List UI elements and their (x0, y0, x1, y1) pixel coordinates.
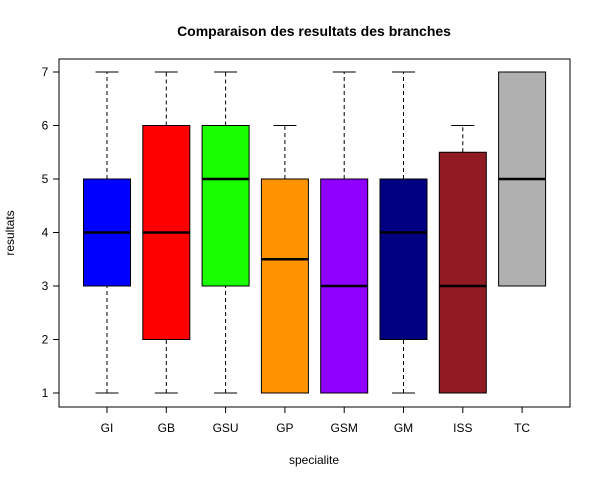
y-tick-label: 1 (42, 386, 49, 400)
box-gm (379, 71, 428, 394)
box-gp (260, 125, 309, 394)
box-gsm (320, 71, 369, 394)
y-tick-label: 7 (42, 65, 49, 79)
iqr-box (260, 178, 309, 394)
boxes-group (83, 71, 547, 394)
box-gi (83, 71, 131, 394)
x-tick-label: TC (514, 421, 530, 435)
y-axis-label: resultats (3, 210, 17, 255)
x-tick-label: GSU (213, 421, 239, 435)
iqr-box (438, 151, 487, 394)
plot-frame (58, 58, 571, 408)
iqr-box (379, 178, 428, 340)
box-gsu (201, 71, 250, 394)
iqr-box (201, 125, 250, 287)
box-tc (498, 71, 547, 287)
x-axis: GI GB GSU GP GSM GM ISS TC (101, 407, 530, 435)
box-gb (142, 71, 191, 394)
x-tick-label: GB (158, 421, 175, 435)
x-tick-label: GP (276, 421, 293, 435)
y-tick-label: 5 (42, 172, 49, 186)
x-tick-label: GM (394, 421, 413, 435)
y-tick-label: 4 (42, 226, 49, 240)
y-tick-label: 6 (42, 119, 49, 133)
x-axis-label: specialite (289, 453, 339, 467)
y-tick-label: 2 (42, 333, 49, 347)
chart-title: Comparaison des resultats des branches (177, 23, 451, 39)
box-iss (438, 125, 487, 394)
x-tick-label: GSM (331, 421, 358, 435)
y-axis: 1 2 3 4 5 6 7 (42, 65, 59, 400)
x-tick-label: ISS (453, 421, 472, 435)
x-tick-label: GI (101, 421, 114, 435)
y-tick-label: 3 (42, 279, 49, 293)
